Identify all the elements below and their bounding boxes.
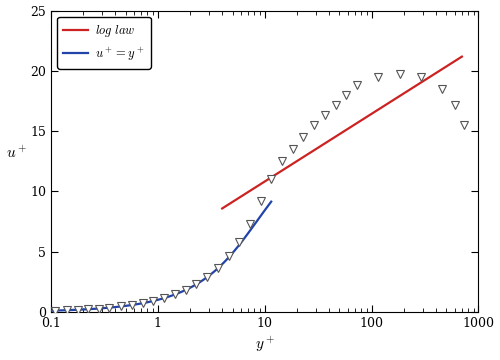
- $\it{log\ law}$: [349, 124, 355, 129]
- $\it{log\ law}$: [362, 116, 368, 120]
- $\it{log\ law}$: [459, 54, 465, 59]
- $u^+ = y^+$: [198, 279, 204, 283]
- $\it{log\ law}$: [334, 133, 340, 138]
- $\it{log\ law}$: [453, 58, 459, 62]
- Y-axis label: $u^+$: $u^+$: [6, 145, 27, 161]
- $u^+ = y^+$: [43, 309, 49, 313]
- Line: $u^+ = y^+$: $u^+ = y^+$: [46, 202, 271, 311]
- $u^+ = y^+$: [104, 306, 110, 310]
- $u^+ = y^+$: [221, 260, 227, 265]
- $\it{log\ law}$: [416, 82, 422, 86]
- $u^+ = y^+$: [260, 210, 266, 214]
- $u^+ = y^+$: [268, 199, 274, 204]
- Legend: $\it{log\ law}$, $u^+ = y^+$: $\it{log\ law}$, $u^+ = y^+$: [57, 17, 150, 69]
- $u^+ = y^+$: [168, 294, 174, 298]
- Line: $\it{log\ law}$: $\it{log\ law}$: [222, 57, 462, 208]
- $\it{log\ law}$: [219, 206, 225, 211]
- X-axis label: $y^+$: $y^+$: [254, 335, 275, 355]
- $\it{log\ law}$: [333, 134, 339, 139]
- $u^+ = y^+$: [90, 307, 96, 311]
